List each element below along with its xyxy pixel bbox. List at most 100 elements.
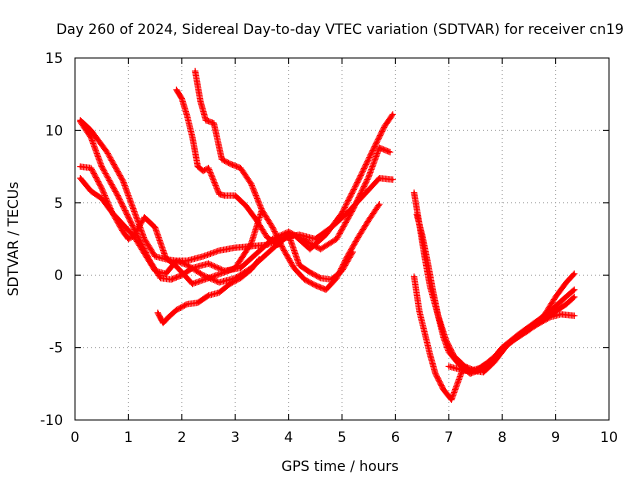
data-point [308, 247, 312, 251]
data-point [559, 313, 563, 316]
data-point [223, 194, 226, 197]
data-point [367, 218, 370, 222]
data-point [199, 100, 202, 103]
x-tick-label: 3 [231, 430, 240, 446]
data-point [415, 213, 418, 216]
data-point [378, 176, 381, 180]
data-point [442, 388, 445, 391]
data-point [153, 255, 157, 258]
data-point [554, 310, 557, 313]
data-point [212, 121, 216, 125]
data-point [431, 288, 434, 291]
data-point [191, 266, 194, 270]
data-point [391, 113, 394, 116]
y-tick-label: 15 [45, 51, 63, 67]
data-point [175, 259, 178, 262]
data-point [573, 272, 576, 275]
data-point [121, 230, 125, 233]
data-point [266, 236, 269, 239]
data-point [234, 266, 237, 270]
series-track-f [191, 67, 383, 293]
data-point [482, 371, 485, 374]
data-point [378, 203, 381, 206]
data-point [207, 294, 210, 297]
data-point [239, 266, 242, 270]
data-point [180, 97, 183, 100]
data-point [308, 271, 312, 274]
data-point [492, 360, 496, 364]
data-point [175, 308, 178, 312]
data-point [217, 291, 221, 294]
data-point [191, 136, 194, 139]
data-point [533, 324, 536, 328]
data-point [314, 237, 317, 241]
data-point [559, 300, 563, 303]
data-point [479, 366, 483, 370]
x-tick-label: 8 [498, 430, 507, 446]
data-markers [410, 189, 578, 374]
data-point [228, 282, 232, 286]
data-point [458, 368, 461, 371]
data-point [185, 114, 189, 118]
data-point [143, 237, 146, 241]
y-tick-label: 0 [54, 268, 63, 284]
data-point [303, 239, 306, 242]
data-point [340, 211, 344, 215]
data-point [282, 247, 285, 251]
data-point [549, 315, 552, 319]
x-tick-label: 4 [284, 430, 293, 446]
x-axis-label: GPS time / hours [281, 459, 398, 475]
data-point [412, 191, 416, 194]
data-point [250, 268, 253, 271]
data-point [517, 334, 520, 338]
data-point [89, 129, 93, 132]
data-point [324, 288, 328, 291]
data-point [196, 165, 200, 168]
data-point [303, 278, 306, 281]
data-point [391, 178, 394, 181]
data-point [378, 146, 381, 149]
data-point [244, 204, 248, 207]
data-point [217, 249, 221, 252]
data-point [79, 120, 82, 123]
chart-title: Day 260 of 2024, Sidereal Day-to-day VTE… [56, 22, 624, 38]
data-point [287, 233, 290, 236]
y-tick-label: 10 [45, 123, 63, 139]
data-point [111, 211, 114, 215]
y-tick-label: -5 [49, 341, 63, 357]
data-point [418, 310, 421, 313]
data-point [330, 226, 333, 229]
data-point [175, 265, 178, 268]
data-point [383, 124, 386, 128]
data-point [335, 276, 338, 280]
data-point [573, 314, 576, 317]
grid-layer [75, 58, 609, 420]
data-point [164, 256, 167, 260]
data-point [255, 252, 258, 255]
data-point [132, 208, 135, 212]
data-point [346, 255, 349, 258]
data-point [372, 146, 376, 149]
data-point [298, 263, 301, 267]
series-track-b [77, 118, 394, 283]
data-point [212, 179, 216, 183]
data-point [127, 237, 130, 241]
data-point [447, 350, 450, 354]
data-point [100, 165, 103, 168]
data-point [204, 119, 208, 122]
data-point [450, 398, 453, 401]
data-point [175, 88, 178, 92]
data-point [468, 369, 472, 372]
data-point [423, 331, 426, 335]
data-point [79, 176, 82, 180]
data-point [79, 165, 82, 168]
data-point [185, 302, 189, 306]
y-tick-label: -10 [40, 413, 63, 429]
tick-layer: 0 1 2 3 4 5 6 7 8 9 10 -10 -5 0 5 10 15 [40, 51, 618, 446]
data-point [156, 311, 159, 315]
data-point [292, 266, 296, 270]
data-point [116, 194, 119, 197]
data-point [565, 281, 568, 284]
data-point [356, 236, 360, 239]
